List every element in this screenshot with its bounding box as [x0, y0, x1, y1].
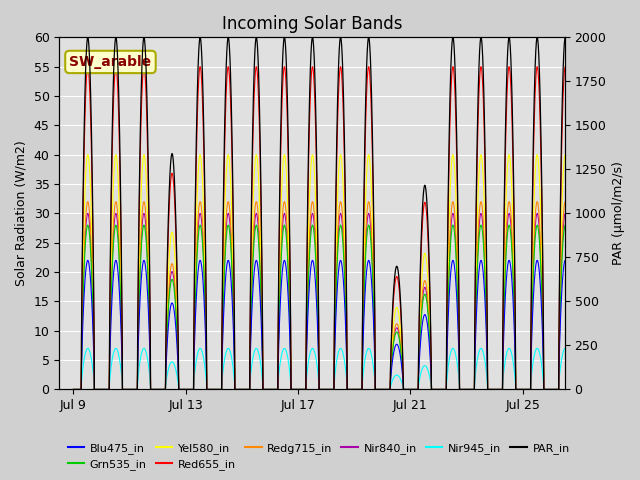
Line: Nir945_in: Nir945_in [74, 348, 579, 389]
Grn535_in [527, 362, 534, 368]
Nir840_in [211, 386, 218, 392]
Yel580_in [211, 386, 218, 392]
PAR_in [575, 386, 582, 392]
Nir840_in [575, 386, 582, 392]
Line: Grn535_in: Grn535_in [74, 225, 579, 389]
Red655_in [527, 338, 534, 344]
Nir945_in [70, 386, 77, 392]
Yel580_in [384, 386, 392, 392]
Y-axis label: Solar Radiation (W/m2): Solar Radiation (W/m2) [15, 141, 28, 286]
Red655_in [84, 64, 92, 70]
Blu475_in [211, 386, 218, 392]
Redg715_in [384, 386, 392, 392]
Grn535_in [375, 386, 383, 392]
Grn535_in [84, 222, 92, 228]
Nir945_in [575, 386, 582, 392]
Nir840_in [384, 386, 392, 392]
Nir840_in [84, 211, 92, 216]
Red655_in [375, 386, 383, 392]
Grn535_in [575, 386, 582, 392]
Text: SW_arable: SW_arable [69, 55, 152, 69]
Yel580_in [527, 351, 534, 357]
Grn535_in [211, 386, 218, 392]
Grn535_in [178, 386, 186, 392]
Redg715_in [211, 386, 218, 392]
Line: Yel580_in: Yel580_in [74, 155, 579, 389]
Yel580_in [178, 386, 186, 392]
Redg715_in [575, 386, 582, 392]
Nir840_in [70, 386, 77, 392]
Blu475_in [384, 386, 392, 392]
Line: Nir840_in: Nir840_in [74, 214, 579, 389]
Nir840_in [527, 360, 534, 366]
PAR_in [178, 386, 186, 392]
Red655_in [178, 386, 186, 392]
Redg715_in [375, 386, 383, 392]
Redg715_in [84, 199, 92, 204]
Nir945_in [575, 386, 582, 392]
Blu475_in [84, 257, 92, 263]
PAR_in [70, 386, 77, 392]
Nir945_in [527, 381, 534, 386]
Y-axis label: PAR (μmol/m2/s): PAR (μmol/m2/s) [612, 161, 625, 265]
Yel580_in [575, 386, 582, 392]
Red655_in [384, 386, 392, 392]
Blu475_in [70, 386, 77, 392]
Nir945_in [384, 386, 392, 392]
PAR_in [375, 386, 383, 392]
PAR_in [527, 334, 534, 339]
Line: PAR_in: PAR_in [74, 37, 579, 389]
Red655_in [211, 386, 218, 392]
Yel580_in [84, 152, 92, 157]
Red655_in [70, 386, 77, 392]
Grn535_in [70, 386, 77, 392]
Nir840_in [375, 386, 383, 392]
Blu475_in [575, 386, 582, 392]
Yel580_in [375, 386, 383, 392]
Blu475_in [375, 386, 383, 392]
Nir945_in [211, 386, 218, 392]
Grn535_in [575, 386, 582, 392]
Grn535_in [384, 386, 392, 392]
Redg715_in [70, 386, 77, 392]
Blu475_in [178, 386, 186, 392]
Redg715_in [575, 386, 582, 392]
PAR_in [84, 35, 92, 40]
Blu475_in [527, 367, 534, 373]
Line: Blu475_in: Blu475_in [74, 260, 579, 389]
Title: Incoming Solar Bands: Incoming Solar Bands [222, 15, 403, 33]
Red655_in [575, 386, 582, 392]
Red655_in [575, 386, 582, 392]
Blu475_in [575, 386, 582, 392]
Nir840_in [575, 386, 582, 392]
Redg715_in [178, 386, 186, 392]
Nir945_in [178, 386, 186, 392]
Redg715_in [527, 359, 534, 364]
PAR_in [384, 386, 392, 392]
Yel580_in [575, 386, 582, 392]
Legend: Blu475_in, Grn535_in, Yel580_in, Red655_in, Redg715_in, Nir840_in, Nir945_in, PA: Blu475_in, Grn535_in, Yel580_in, Red655_… [63, 438, 574, 474]
Nir945_in [84, 346, 92, 351]
Line: Redg715_in: Redg715_in [74, 202, 579, 389]
Yel580_in [70, 386, 77, 392]
Nir840_in [178, 386, 186, 392]
PAR_in [575, 386, 582, 392]
Nir945_in [375, 386, 383, 392]
Line: Red655_in: Red655_in [74, 67, 579, 389]
PAR_in [211, 386, 218, 392]
